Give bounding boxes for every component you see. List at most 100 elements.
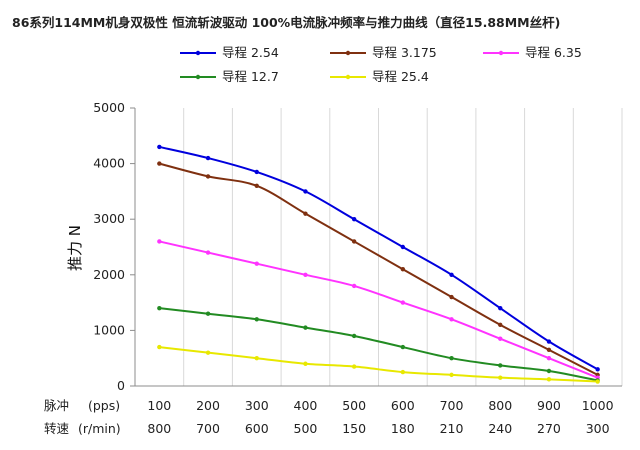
- data-point: [449, 356, 454, 361]
- axes: [130, 107, 622, 387]
- data-point: [351, 364, 357, 369]
- y-tick-label: 5000: [93, 100, 125, 115]
- x-tick-label-pulse: 400: [294, 398, 318, 413]
- data-point: [498, 322, 503, 328]
- y-tick-label: 2000: [93, 267, 125, 282]
- data-point: [546, 347, 552, 353]
- data-point: [157, 161, 162, 166]
- x-row2-label: 转速: [44, 421, 70, 436]
- grid-lines: [134, 108, 623, 386]
- series-line-5: [159, 346, 598, 383]
- x-tick-label-pulse: 1000: [582, 398, 614, 413]
- data-point: [449, 372, 454, 378]
- data-point: [254, 356, 259, 361]
- series-lines: [157, 144, 600, 384]
- x-row1-label: 脉冲: [44, 398, 69, 413]
- legend-label: 导程 25.4: [372, 69, 429, 84]
- x-tick-label-pulse: 100: [147, 398, 171, 413]
- legend-marker: [195, 50, 201, 56]
- data-point: [449, 272, 454, 277]
- y-tick-label: 0: [117, 378, 125, 393]
- data-point: [449, 317, 454, 322]
- data-point: [400, 244, 406, 250]
- data-point: [400, 300, 406, 305]
- data-point: [157, 305, 162, 311]
- data-point: [351, 283, 357, 289]
- data-point: [595, 379, 600, 384]
- data-point: [254, 183, 259, 189]
- y-tick-label: 1000: [93, 322, 125, 337]
- series-line-3: [159, 240, 599, 379]
- data-point: [498, 363, 503, 368]
- x-tick-label-speed: 210: [440, 421, 464, 436]
- legend-label: 导程 3.175: [372, 45, 437, 60]
- data-point: [498, 375, 503, 380]
- x-tick-label-speed: 300: [586, 421, 610, 436]
- data-point: [157, 239, 162, 244]
- chart-title: 86系列114MM机身双极性 恒流斩波驱动 100%电流脉冲频率与推力曲线（直径…: [12, 15, 560, 30]
- data-point: [546, 356, 552, 361]
- data-point: [303, 272, 308, 277]
- data-point: [351, 333, 357, 339]
- data-point: [205, 155, 211, 161]
- y-axis-label: 推力 N: [66, 225, 84, 271]
- data-point: [254, 169, 259, 175]
- x-tick-label-pulse: 300: [245, 398, 269, 413]
- data-point: [400, 267, 406, 272]
- tick-labels: 0 1000 2000 3000 4000 5000 100 200 300 400 500 600 7…: [93, 100, 613, 436]
- legend-marker: [345, 50, 351, 56]
- data-point: [546, 368, 552, 374]
- legend-label: 导程 2.54: [222, 45, 279, 60]
- data-point: [205, 250, 211, 255]
- legend: 导程 2.54 导程 3.175 导程 6.35 导程 12.7 导程 25.4: [180, 45, 582, 84]
- y-tick-label: 4000: [93, 156, 125, 171]
- data-point: [400, 344, 406, 350]
- x-tick-label-pulse: 500: [342, 398, 366, 413]
- series-line-4: [159, 307, 598, 382]
- data-point: [498, 305, 503, 311]
- data-point: [303, 211, 308, 216]
- data-point: [303, 189, 308, 194]
- x-tick-label-pulse: 200: [196, 398, 220, 413]
- x-tick-label-speed: 150: [342, 421, 366, 436]
- x-tick-label-pulse: 900: [537, 398, 561, 413]
- legend-label: 导程 6.35: [525, 45, 582, 60]
- data-point: [546, 339, 552, 344]
- data-point: [400, 369, 406, 375]
- x-row2-unit: (r/min): [78, 421, 121, 436]
- data-point: [498, 336, 503, 341]
- legend-marker: [345, 74, 351, 80]
- data-point: [205, 174, 211, 179]
- legend-marker: [498, 50, 504, 56]
- x-row1-unit: (pps): [88, 398, 120, 413]
- data-point: [157, 344, 162, 350]
- data-point: [449, 294, 454, 300]
- x-tick-label-speed: 500: [294, 421, 318, 436]
- x-tick-label-speed: 600: [245, 421, 269, 436]
- data-point: [205, 350, 211, 355]
- data-point: [303, 325, 308, 330]
- data-point: [351, 217, 357, 222]
- legend-label: 导程 12.7: [222, 69, 279, 84]
- data-point: [546, 377, 552, 382]
- data-point: [205, 311, 211, 316]
- y-tick-label: 3000: [93, 211, 125, 226]
- x-tick-label-pulse: 600: [391, 398, 415, 413]
- x-tick-label-speed: 700: [196, 421, 220, 436]
- x-tick-label-speed: 270: [537, 421, 561, 436]
- x-tick-label-speed: 180: [391, 421, 415, 436]
- x-tick-label-pulse: 700: [440, 398, 464, 413]
- x-tick-label-speed: 240: [488, 421, 512, 436]
- series-line-1: [159, 145, 599, 371]
- data-point: [303, 361, 308, 366]
- series-line-2: [159, 162, 599, 376]
- data-point: [254, 317, 259, 322]
- x-tick-label-pulse: 800: [488, 398, 512, 413]
- legend-marker: [195, 74, 201, 80]
- data-point: [595, 367, 600, 372]
- x-tick-label-speed: 800: [147, 421, 171, 436]
- data-point: [351, 239, 357, 244]
- data-point: [254, 261, 259, 266]
